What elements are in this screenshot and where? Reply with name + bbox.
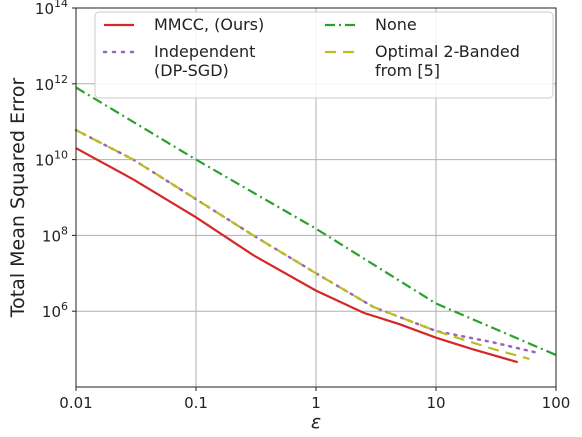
x-tick-label: 0.01: [59, 394, 92, 412]
legend-label-0: MMCC, (Ours): [154, 15, 264, 34]
legend-box: [94, 11, 554, 99]
series-line-3: [75, 129, 530, 360]
x-tick-label: 10: [426, 394, 445, 412]
y-tick-exponent: 10: [54, 149, 68, 162]
y-tick-base: 10: [35, 0, 54, 18]
series-layer: [74, 86, 557, 364]
y-tick-exponent: 12: [54, 73, 68, 86]
x-tick-label: 0.1: [184, 394, 208, 412]
y-tick-exponent: 6: [61, 300, 68, 313]
x-axis-ticks: 0.01 0.1 1 10 100: [59, 387, 570, 412]
y-tick-base: 10: [35, 152, 54, 170]
x-tick-label: 100: [542, 394, 571, 412]
y-axis-title: Total Mean Squared Error: [7, 78, 29, 319]
y-tick-label: 1014: [35, 0, 68, 18]
legend-label-2: None: [375, 15, 417, 34]
y-tick-base: 10: [35, 76, 54, 94]
y-tick-label: 106: [42, 300, 68, 321]
series-line-0: [75, 147, 519, 364]
legend: MMCC, (Ours) Independent (DP-SGD) None Optim…: [94, 11, 554, 99]
legend-label-1: Independent (DP-SGD): [154, 42, 255, 80]
x-axis-title: ε: [311, 411, 321, 433]
y-tick-label: 1012: [35, 73, 68, 94]
series-line-2: [75, 86, 557, 357]
y-tick-base: 10: [42, 227, 61, 245]
y-tick-label: 108: [42, 224, 68, 245]
y-tick-label: 1010: [35, 149, 68, 170]
y-tick-base: 10: [42, 303, 61, 321]
y-tick-exponent: 14: [54, 0, 68, 10]
legend-label-3: Optimal 2-Banded from [5]: [375, 42, 520, 80]
x-tick-label: 1: [311, 394, 321, 412]
y-tick-exponent: 8: [61, 224, 68, 237]
series-line-1: [74, 128, 539, 355]
